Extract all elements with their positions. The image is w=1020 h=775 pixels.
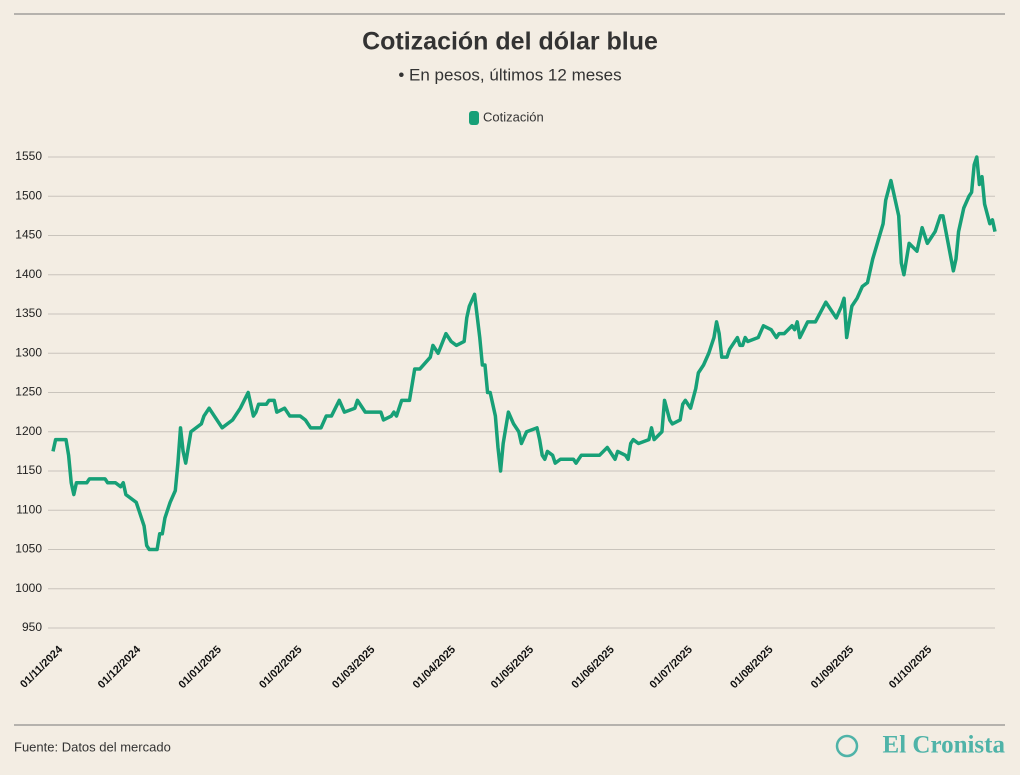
x-tick-label: 01/07/2025 (647, 644, 694, 691)
x-tick-label: 01/03/2025 (330, 644, 377, 691)
y-tick-label: 1150 (16, 463, 42, 477)
y-tick-label: 1250 (15, 385, 42, 399)
x-tick-label: 01/06/2025 (569, 644, 616, 691)
y-tick-label: 1350 (15, 306, 42, 320)
chart-subtitle: • En pesos, últimos 12 meses (398, 65, 621, 84)
x-tick-label: 01/02/2025 (257, 644, 304, 691)
x-tick-label: 01/05/2025 (489, 644, 536, 691)
y-tick-label: 1400 (15, 267, 42, 281)
brand-icon (835, 734, 859, 758)
x-tick-label: 01/04/2025 (411, 644, 458, 691)
x-tick-label: 01/12/2024 (96, 643, 144, 691)
source: Fuente: Datos del mercado (14, 739, 171, 754)
y-tick-label: 1000 (15, 581, 42, 595)
x-tick-label: 01/01/2025 (176, 644, 223, 691)
y-tick-label: 1550 (15, 149, 42, 163)
y-tick-label: 950 (22, 620, 42, 634)
legend-label: Cotización (483, 109, 544, 124)
x-tick-label: 01/10/2025 (887, 644, 934, 691)
y-tick-label: 1500 (15, 188, 42, 202)
brand: El Cronista (883, 732, 1006, 759)
x-tick-label: 01/08/2025 (728, 644, 775, 691)
y-tick-label: 1300 (15, 345, 42, 359)
chart-title: Cotización del dólar blue (362, 28, 658, 56)
legend-swatch (469, 111, 479, 125)
y-tick-label: 1050 (15, 542, 42, 556)
x-tick-label: 01/09/2025 (809, 644, 856, 691)
y-tick-label: 1200 (15, 424, 42, 438)
x-tick-label: 01/11/2024 (18, 643, 66, 691)
y-tick-label: 1100 (16, 502, 42, 516)
line-series (51, 155, 997, 552)
y-tick-label: 1450 (15, 228, 42, 242)
